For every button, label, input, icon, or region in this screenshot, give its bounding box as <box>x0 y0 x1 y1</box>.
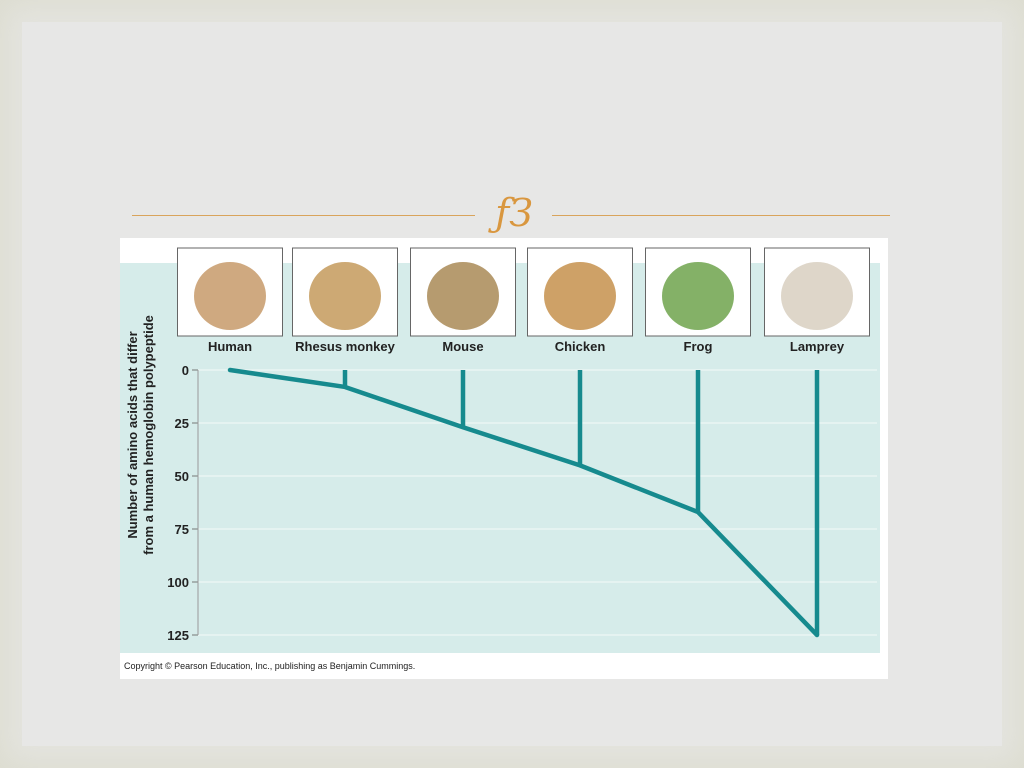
lamprey-picture <box>764 247 870 337</box>
copyright-notice: Copyright © Pearson Education, Inc., pub… <box>124 661 415 671</box>
taxon-label: Rhesus monkey <box>295 339 395 354</box>
y-axis-label-line-1: Number of amino acids that differ <box>125 331 140 538</box>
human-icon <box>194 262 266 330</box>
tree-backbone <box>227 367 820 638</box>
chicken-picture <box>527 247 633 337</box>
title-divider-left <box>132 215 475 216</box>
mouse-picture <box>410 247 516 337</box>
ornament-icon: ƒЗ <box>495 191 533 235</box>
mouse-icon <box>427 262 499 330</box>
taxon-label: Frog <box>684 339 713 354</box>
lamprey-icon <box>781 262 853 330</box>
rhesus-monkey-icon <box>309 262 381 330</box>
frog-picture <box>645 247 751 337</box>
y-tick-label: 0 <box>182 363 189 378</box>
chicken-icon <box>544 262 616 330</box>
y-tick-label: 50 <box>175 469 189 484</box>
phylogeny-chart: Human Rhesus monkey Mouse Chicken Frog Lampre… <box>120 247 880 671</box>
taxon-label: Human <box>208 339 252 354</box>
hemoglobin-figure: Human Rhesus monkey Mouse Chicken Frog Lampre… <box>120 238 888 679</box>
y-tick-label: 100 <box>167 575 189 590</box>
frog-icon <box>662 262 734 330</box>
rhesus-monkey-picture <box>292 247 398 337</box>
y-tick-label: 25 <box>175 416 189 431</box>
taxon-label: Mouse <box>442 339 483 354</box>
y-axis-label-line-2: from a human hemoglobin polypeptide <box>141 315 156 555</box>
taxon-label: Chicken <box>555 339 606 354</box>
taxon-label: Lamprey <box>790 339 845 354</box>
title-divider-right <box>552 215 890 216</box>
y-tick-label: 75 <box>175 522 189 537</box>
human-picture <box>177 247 283 337</box>
y-tick-label: 125 <box>167 628 189 643</box>
